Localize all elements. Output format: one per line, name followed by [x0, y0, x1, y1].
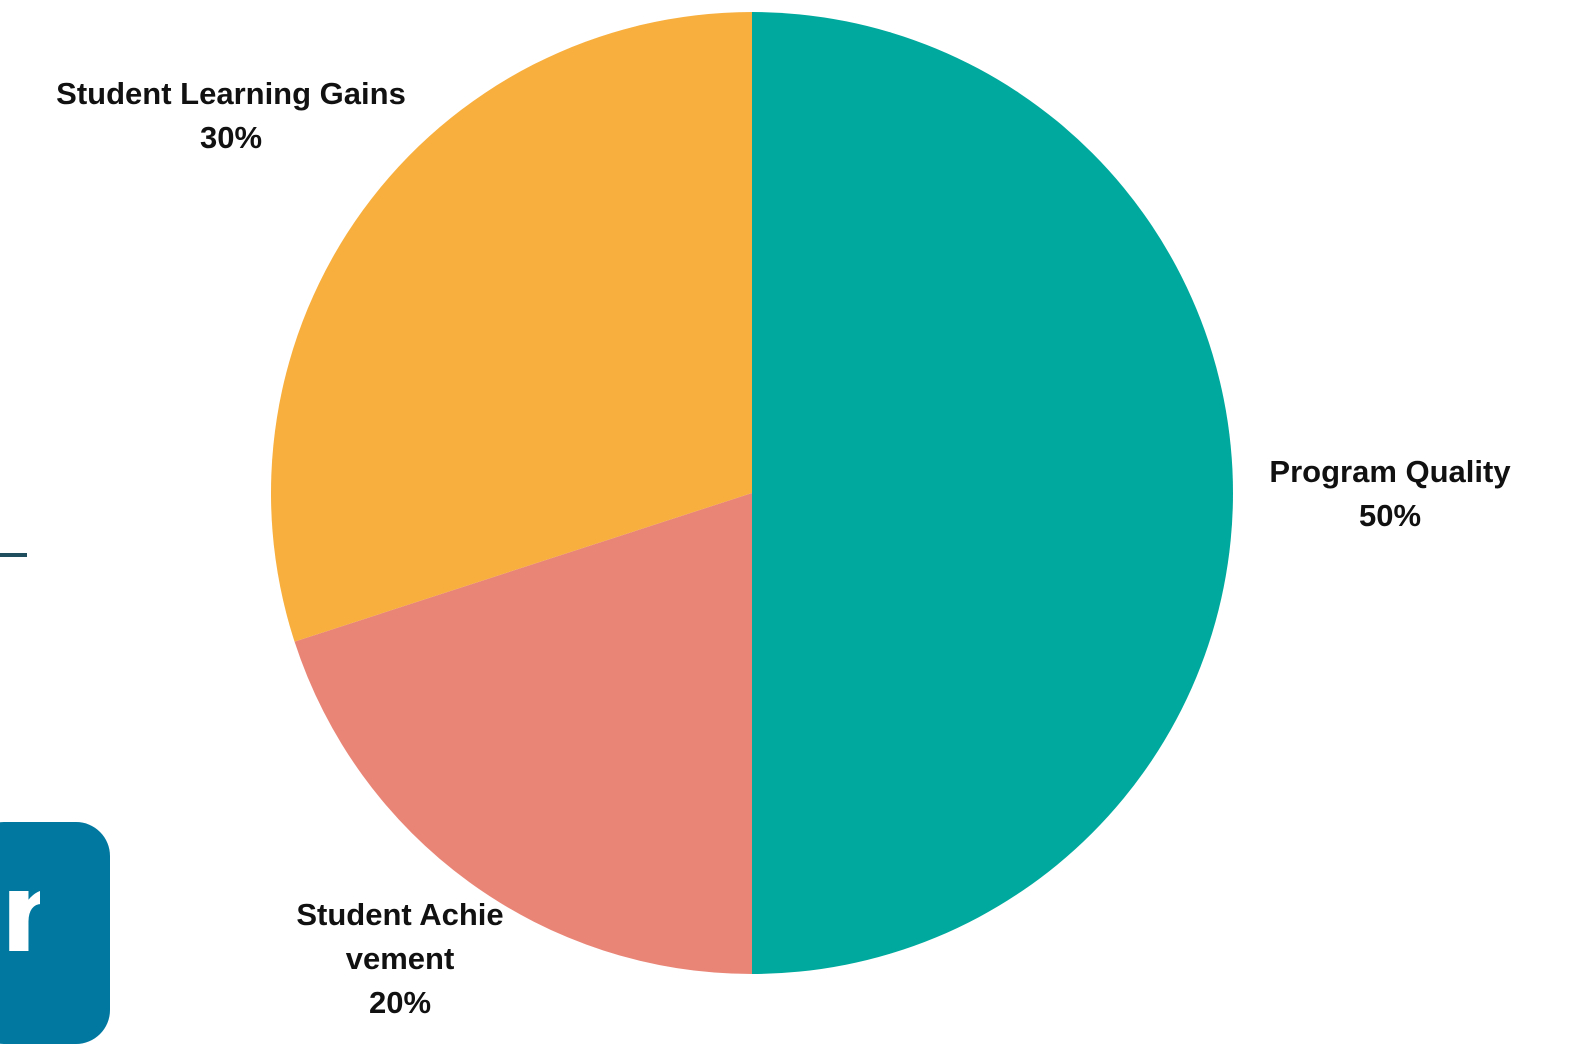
slice-name: Program Quality — [1269, 454, 1511, 489]
slice-percent: 50% — [1358, 498, 1422, 533]
slice-name: Student Learning Gains — [56, 76, 406, 111]
slice-label-student-achievement: Student Achievement 20% — [290, 893, 510, 1025]
slice-percent: 20% — [368, 985, 432, 1020]
slice-label-student-learning-gains: Student Learning Gains 30% — [26, 72, 436, 160]
logo-glyph: n — [0, 858, 40, 968]
side-accent-bar — [0, 553, 27, 557]
slice-percent: 30% — [199, 120, 263, 155]
pie-slice-program-quality — [752, 12, 1233, 974]
logo-tile — [0, 822, 110, 1044]
pie-slice-student-achievement — [294, 493, 752, 974]
pie-slice-student-learning-gains — [270, 12, 752, 642]
slice-name: Student Achievement — [296, 897, 504, 976]
slice-label-program-quality: Program Quality 50% — [1250, 450, 1530, 538]
